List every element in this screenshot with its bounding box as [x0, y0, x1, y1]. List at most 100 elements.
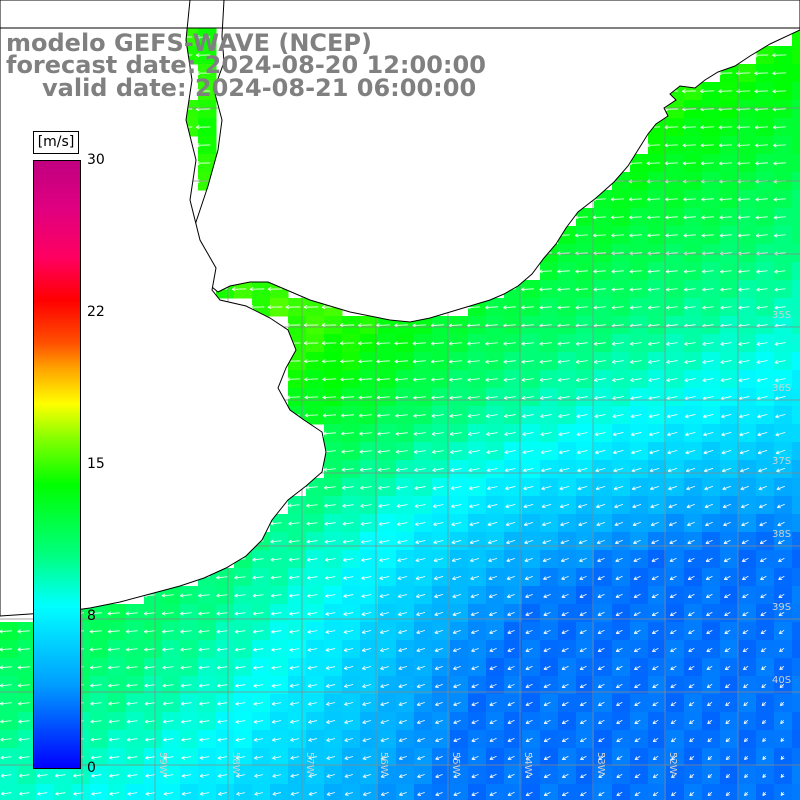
wind-arrow	[451, 540, 462, 545]
wind-arrow	[632, 503, 642, 509]
wind-arrow	[611, 287, 624, 292]
wind-arrow	[304, 395, 319, 400]
wind-cell	[252, 784, 271, 800]
wind-cell	[792, 622, 800, 641]
wind-arrow	[754, 53, 769, 58]
wind-cell	[360, 784, 379, 800]
wind-arrow	[629, 287, 642, 292]
wind-vectors	[0, 35, 787, 797]
wind-arrow	[594, 432, 606, 437]
wind-arrow	[702, 396, 714, 401]
wind-arrow	[340, 341, 355, 346]
wind-arrow	[196, 71, 211, 76]
lon-label: 59W	[157, 752, 168, 775]
wind-arrow	[395, 449, 408, 454]
wind-arrow	[196, 143, 211, 148]
wind-arrow	[596, 521, 606, 527]
wind-cell	[18, 784, 37, 800]
wind-arrow	[701, 215, 714, 220]
wind-arrow	[576, 414, 588, 419]
wind-arrow	[522, 468, 534, 473]
lon-label: 52W	[667, 752, 678, 775]
wind-cell	[792, 316, 800, 335]
lat-label: 40S	[772, 675, 791, 686]
wind-arrow	[740, 503, 749, 509]
wind-arrow	[776, 467, 786, 473]
wind-cell	[594, 784, 613, 800]
wind-arrow	[593, 269, 606, 274]
wind-arrow	[303, 323, 319, 328]
wind-cell	[738, 784, 757, 800]
wind-cell	[792, 82, 800, 101]
wind-arrow	[593, 341, 606, 346]
wind-arrow	[738, 360, 750, 365]
wind-arrow	[414, 485, 426, 490]
wind-arrow	[684, 378, 696, 383]
wind-arrow	[196, 161, 211, 166]
wind-arrow	[376, 341, 391, 346]
wind-cell	[234, 784, 253, 800]
wind-arrow	[754, 125, 769, 130]
wind-cell	[792, 748, 800, 767]
wind-cell	[414, 784, 433, 800]
wind-arrow	[449, 395, 462, 400]
lon-label: 53W	[595, 752, 606, 775]
wind-arrow	[647, 287, 660, 292]
wind-arrow	[740, 467, 750, 473]
wind-arrow	[684, 305, 696, 310]
wind-cell	[792, 370, 800, 389]
wind-arrow	[415, 522, 426, 527]
wind-arrow	[646, 143, 661, 148]
wind-arrow	[612, 377, 624, 382]
wind-arrow	[413, 449, 426, 454]
wind-arrow	[412, 359, 427, 364]
wind-arrow	[574, 215, 589, 220]
wind-arrow	[540, 414, 552, 419]
wind-arrow	[505, 486, 516, 491]
wind-arrow	[430, 359, 444, 364]
wind-arrow	[341, 431, 354, 436]
wind-arrow	[612, 396, 624, 401]
wind-arrow	[503, 395, 516, 400]
wind-arrow	[629, 233, 642, 238]
wind-cell	[792, 28, 800, 47]
wind-arrow	[395, 395, 408, 400]
wind-arrow	[611, 305, 624, 310]
wind-arrow	[723, 521, 731, 527]
wind-arrow	[503, 359, 516, 364]
wind-arrow	[449, 377, 462, 382]
wind-cell	[774, 784, 793, 800]
wind-arrow	[701, 269, 714, 274]
wind-arrow	[468, 486, 480, 491]
wind-arrow	[449, 359, 462, 364]
wind-cell	[432, 784, 451, 800]
wind-arrow	[595, 468, 606, 473]
wind-cell	[792, 154, 800, 173]
wind-arrow	[432, 486, 444, 490]
wind-arrow	[557, 359, 570, 364]
wind-cell	[630, 784, 649, 800]
wind-arrow	[376, 377, 391, 382]
wind-cell	[666, 784, 685, 800]
wind-arrow	[702, 359, 714, 364]
wind-arrow	[756, 360, 768, 365]
wind-arrow	[667, 467, 678, 473]
wind-arrow	[700, 143, 715, 148]
wind-cell	[558, 784, 577, 800]
wind-arrow	[648, 414, 660, 419]
wind-arrow	[467, 377, 480, 382]
wind-cell	[792, 712, 800, 731]
wind-arrow	[612, 432, 624, 437]
wind-arrow	[415, 540, 426, 545]
wind-arrow	[359, 467, 372, 472]
wind-arrow	[592, 215, 607, 220]
wind-cell	[72, 784, 91, 800]
wind-arrow	[414, 467, 426, 472]
wind-arrow	[575, 359, 588, 364]
wind-arrow	[196, 125, 211, 130]
wind-arrow	[485, 341, 498, 346]
wind-arrow	[738, 396, 750, 401]
colorbar-tick-30: 30	[87, 152, 105, 168]
wind-cell	[144, 784, 163, 800]
